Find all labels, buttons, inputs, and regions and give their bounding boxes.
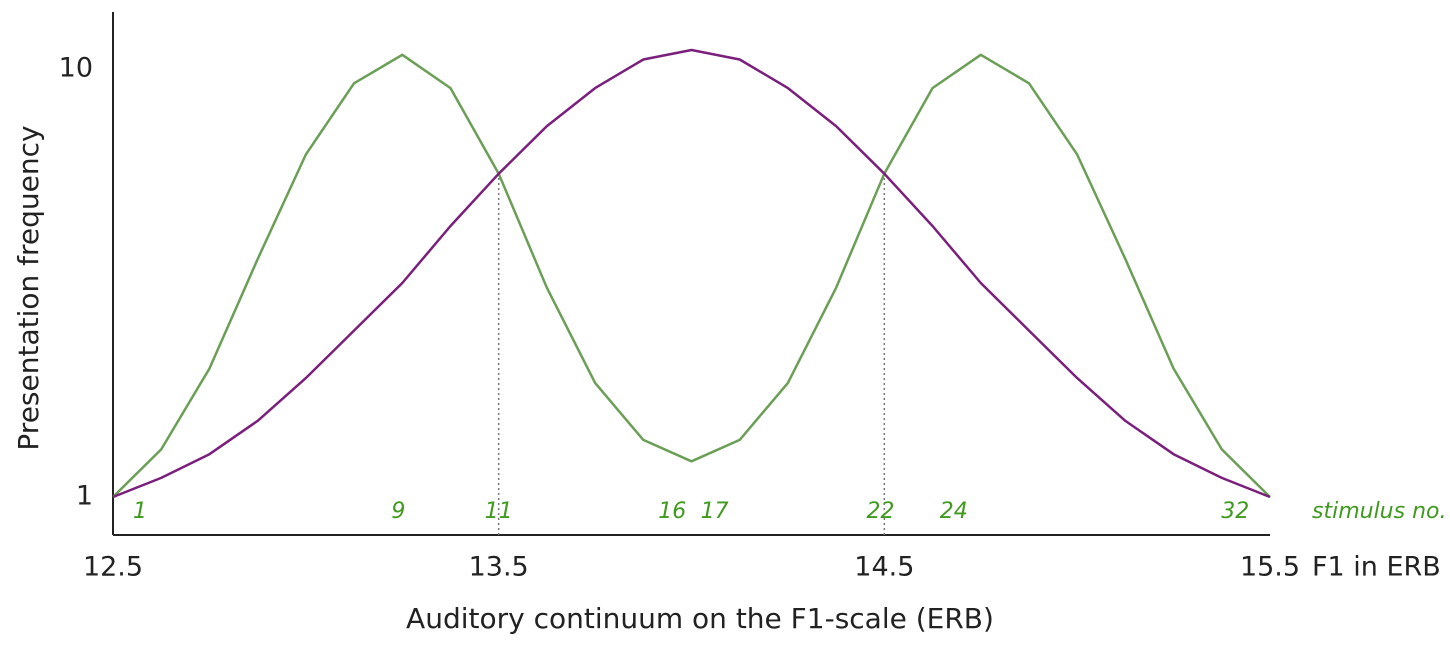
x-tick-label: 12.5 bbox=[83, 552, 143, 583]
stimulus-title: stimulus no. bbox=[1312, 499, 1446, 524]
y-tick-label: 10 bbox=[59, 53, 93, 84]
x-tick-label: 13.5 bbox=[469, 552, 529, 583]
y-tick-label: 1 bbox=[76, 480, 93, 511]
x-tick-label: 15.5 bbox=[1240, 552, 1300, 583]
stimulus-label: 17 bbox=[701, 499, 729, 524]
stimulus-label: 22 bbox=[866, 499, 894, 524]
y-axis-title: Presentation frequency bbox=[12, 125, 45, 450]
x-unit-label: F1 in ERB bbox=[1312, 552, 1441, 583]
stimulus-label: 1 bbox=[133, 499, 147, 524]
stimulus-label: 24 bbox=[940, 499, 968, 524]
x-tick-label: 14.5 bbox=[854, 552, 914, 583]
stimulus-label: 32 bbox=[1221, 499, 1249, 524]
x-axis-title: Auditory continuum on the F1-scale (ERB) bbox=[406, 602, 994, 635]
stimulus-label: 16 bbox=[658, 499, 686, 524]
stimulus-label: 9 bbox=[391, 499, 405, 524]
series-line bbox=[112, 53, 1271, 498]
stimulus-label: 11 bbox=[485, 499, 513, 524]
series-line bbox=[112, 48, 1271, 499]
